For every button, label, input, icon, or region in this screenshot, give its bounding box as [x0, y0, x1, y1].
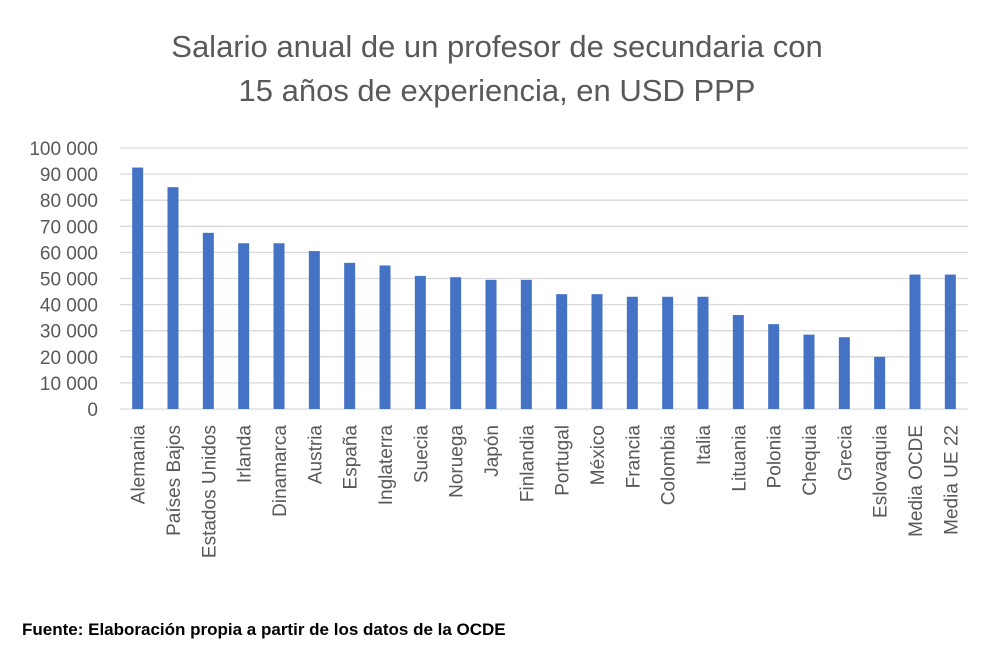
chart-title-line-1: Salario anual de un profesor de secundar… [171, 29, 822, 64]
y-tick-label: 60 000 [40, 243, 98, 264]
bar [132, 167, 144, 409]
x-tick-label: Portugal [553, 425, 574, 496]
chart-title: Salario anual de un profesor de secundar… [171, 29, 822, 108]
gridlines [120, 147, 968, 410]
x-tick-label: Alemania [129, 425, 150, 505]
bar [803, 334, 815, 409]
x-tick-label: Chequia [800, 425, 821, 496]
bar [697, 296, 709, 409]
x-tick-label: Colombia [659, 425, 680, 506]
bar [556, 294, 568, 409]
x-tick-label: Dinamarca [270, 425, 291, 517]
bar [662, 296, 674, 409]
x-tick-label: Austria [305, 425, 326, 485]
bar [909, 274, 921, 409]
bar [202, 232, 214, 409]
bar [273, 243, 285, 409]
y-tick-label: 80 000 [40, 191, 98, 212]
x-tick-label: España [341, 425, 362, 490]
x-tick-label: México [588, 425, 609, 485]
bar [450, 277, 462, 409]
bar [838, 337, 850, 409]
bar [944, 274, 956, 409]
x-tick-label: Grecia [835, 425, 856, 481]
bar [379, 265, 391, 409]
x-tick-label: Media OCDE [906, 425, 927, 537]
x-tick-label: Eslovaquia [871, 425, 892, 518]
y-tick-label: 50 000 [40, 270, 98, 291]
y-tick-label: 30 000 [40, 322, 98, 343]
y-tick-label: 40 000 [40, 296, 98, 317]
bars [132, 167, 956, 409]
bar [414, 275, 426, 409]
source-note: Fuente: Elaboración propia a partir de l… [22, 620, 506, 639]
x-tick-label: Japón [482, 425, 503, 477]
x-tick-label: Noruega [447, 425, 468, 498]
y-axis-tick-labels: 0 10 000 20 000 30 000 40 000 50 000 60 000 70 … [29, 139, 98, 421]
bar [344, 262, 356, 409]
y-tick-label: 10 000 [40, 374, 98, 395]
bar [485, 279, 497, 409]
bar [591, 294, 603, 409]
x-tick-label: Media UE 22 [941, 425, 962, 535]
x-tick-label: Finlandia [517, 425, 538, 503]
bar [768, 324, 780, 409]
y-tick-label: 0 [87, 400, 98, 421]
bar [238, 243, 250, 409]
x-tick-label: Estados Unidos [199, 425, 220, 558]
x-tick-label: Irlanda [235, 425, 256, 484]
x-tick-label: Inglaterra [376, 425, 397, 506]
x-axis-tick-labels: Alemania Países Bajos Estados Unidos Irland… [129, 425, 963, 559]
x-tick-label: Países Bajos [164, 425, 185, 536]
x-tick-label: Francia [623, 425, 644, 489]
bar [732, 315, 744, 409]
y-tick-label: 70 000 [40, 217, 98, 238]
bar [874, 356, 886, 409]
chart-title-line-2: 15 años de experiencia, en USD PPP [239, 73, 756, 108]
bar [520, 279, 532, 409]
y-tick-label: 100 000 [29, 139, 98, 160]
bar [167, 187, 179, 409]
y-tick-label: 90 000 [40, 165, 98, 186]
y-tick-label: 20 000 [40, 348, 98, 369]
x-tick-label: Polonia [765, 425, 786, 489]
bar [626, 296, 638, 409]
bar [308, 251, 320, 409]
x-tick-label: Lituania [729, 425, 750, 492]
x-tick-label: Suecia [411, 425, 432, 484]
x-tick-label: Italia [694, 425, 715, 466]
